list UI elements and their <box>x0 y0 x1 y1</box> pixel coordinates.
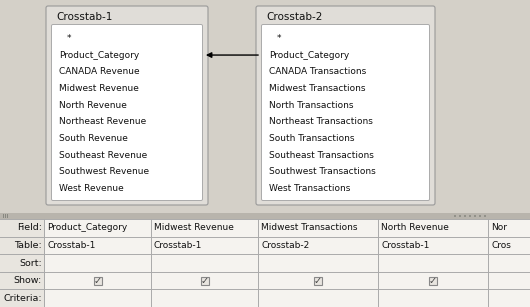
Text: Product_Category: Product_Category <box>47 223 127 232</box>
Text: Table:: Table: <box>14 241 42 250</box>
Text: Northeast Revenue: Northeast Revenue <box>59 117 146 126</box>
Text: ✓: ✓ <box>429 276 437 286</box>
Text: Crosstab-1: Crosstab-1 <box>47 241 95 250</box>
Circle shape <box>469 215 471 217</box>
Text: West Revenue: West Revenue <box>59 184 123 193</box>
Circle shape <box>474 215 476 217</box>
Text: Midwest Transactions: Midwest Transactions <box>261 223 358 232</box>
Text: *: * <box>277 34 281 43</box>
Circle shape <box>459 215 461 217</box>
Text: Crosstab-2: Crosstab-2 <box>266 12 322 22</box>
Text: Nor: Nor <box>491 223 507 232</box>
Text: Midwest Transactions: Midwest Transactions <box>269 84 366 93</box>
Text: Midwest Revenue: Midwest Revenue <box>59 84 139 93</box>
Bar <box>429 277 437 285</box>
FancyBboxPatch shape <box>46 6 208 205</box>
Text: *: * <box>67 34 72 43</box>
Text: Sort:: Sort: <box>19 258 42 267</box>
Text: North Revenue: North Revenue <box>381 223 449 232</box>
Bar <box>3 214 4 218</box>
Text: Crosstab-1: Crosstab-1 <box>154 241 202 250</box>
Text: Northeast Transactions: Northeast Transactions <box>269 117 373 126</box>
Text: Criteria:: Criteria: <box>3 294 42 303</box>
Bar <box>200 277 208 285</box>
FancyBboxPatch shape <box>256 6 435 205</box>
Bar <box>0 213 530 219</box>
Bar <box>314 277 322 285</box>
Circle shape <box>484 215 486 217</box>
Text: Southwest Transactions: Southwest Transactions <box>269 167 376 177</box>
Text: Crosstab-1: Crosstab-1 <box>381 241 429 250</box>
Text: CANADA Transactions: CANADA Transactions <box>269 67 366 76</box>
Text: ✓: ✓ <box>314 276 322 286</box>
Text: CANADA Revenue: CANADA Revenue <box>59 67 139 76</box>
Text: Field:: Field: <box>17 223 42 232</box>
Text: Southeast Revenue: Southeast Revenue <box>59 151 147 160</box>
Circle shape <box>464 215 466 217</box>
Text: Product_Category: Product_Category <box>269 51 349 60</box>
Text: Southeast Transactions: Southeast Transactions <box>269 151 374 160</box>
Text: Cros: Cros <box>491 241 511 250</box>
Text: North Revenue: North Revenue <box>59 101 127 110</box>
Text: Show:: Show: <box>14 276 42 285</box>
Bar <box>5 214 6 218</box>
Text: South Transactions: South Transactions <box>269 134 355 143</box>
Text: South Revenue: South Revenue <box>59 134 128 143</box>
Text: ✓: ✓ <box>200 276 209 286</box>
Text: Midwest Revenue: Midwest Revenue <box>154 223 234 232</box>
Text: Southwest Revenue: Southwest Revenue <box>59 167 149 177</box>
Text: West Transactions: West Transactions <box>269 184 350 193</box>
FancyBboxPatch shape <box>261 25 429 200</box>
Text: Product_Category: Product_Category <box>59 51 139 60</box>
Text: North Transactions: North Transactions <box>269 101 354 110</box>
Bar <box>93 277 102 285</box>
FancyBboxPatch shape <box>51 25 202 200</box>
Bar <box>0 219 44 307</box>
Text: ✓: ✓ <box>93 276 102 286</box>
Text: Crosstab-2: Crosstab-2 <box>261 241 309 250</box>
Bar <box>0 219 530 307</box>
Bar <box>7 214 8 218</box>
Circle shape <box>454 215 456 217</box>
Bar <box>0 0 530 213</box>
Circle shape <box>479 215 481 217</box>
Text: Crosstab-1: Crosstab-1 <box>56 12 112 22</box>
